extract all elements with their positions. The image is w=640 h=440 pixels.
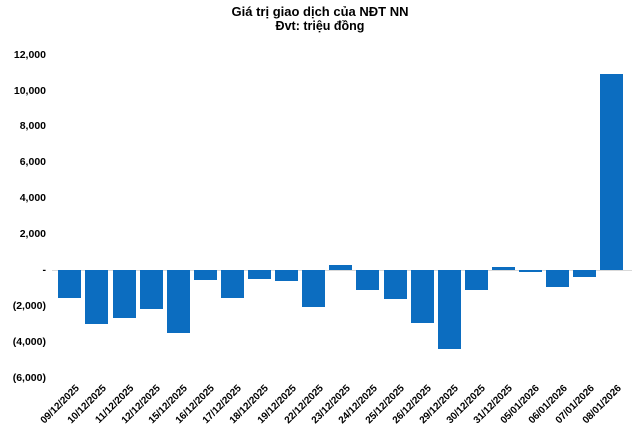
chart-subtitle: Đvt: triệu đồng <box>275 19 365 33</box>
bar <box>220 270 244 299</box>
bar <box>600 74 624 271</box>
bar <box>519 270 542 273</box>
y-axis-tick-label: 10,000 <box>13 84 46 97</box>
bar <box>437 270 461 350</box>
bar <box>248 270 271 279</box>
bar <box>275 270 299 281</box>
bar <box>573 270 597 278</box>
bar <box>383 270 407 299</box>
y-axis-tick-label: (6,000) <box>12 371 46 384</box>
bar <box>410 270 434 324</box>
bar <box>491 266 515 271</box>
y-axis-tick-label: - <box>42 264 47 277</box>
y-axis-tick-label: 2,000 <box>19 228 46 241</box>
chart-title: Giá trị giao dịch của NĐT NN <box>231 4 409 19</box>
bar <box>356 270 380 290</box>
bar <box>193 270 217 280</box>
bar <box>112 270 136 318</box>
y-axis-tick-label: (2,000) <box>12 299 46 312</box>
bar <box>85 270 109 324</box>
y-axis-tick-label: 8,000 <box>19 120 46 133</box>
bar <box>139 270 163 310</box>
y-axis-tick-label: (4,000) <box>12 335 46 348</box>
bar <box>329 264 353 271</box>
y-axis-tick-label: 6,000 <box>19 156 46 169</box>
bar <box>166 270 190 333</box>
bar <box>464 270 488 290</box>
bar <box>302 270 326 307</box>
y-axis-tick-label: 12,000 <box>13 48 46 61</box>
bar <box>58 270 82 299</box>
bar <box>546 270 570 288</box>
y-axis-tick-label: 4,000 <box>19 192 46 205</box>
zero-axis-line <box>52 270 632 272</box>
